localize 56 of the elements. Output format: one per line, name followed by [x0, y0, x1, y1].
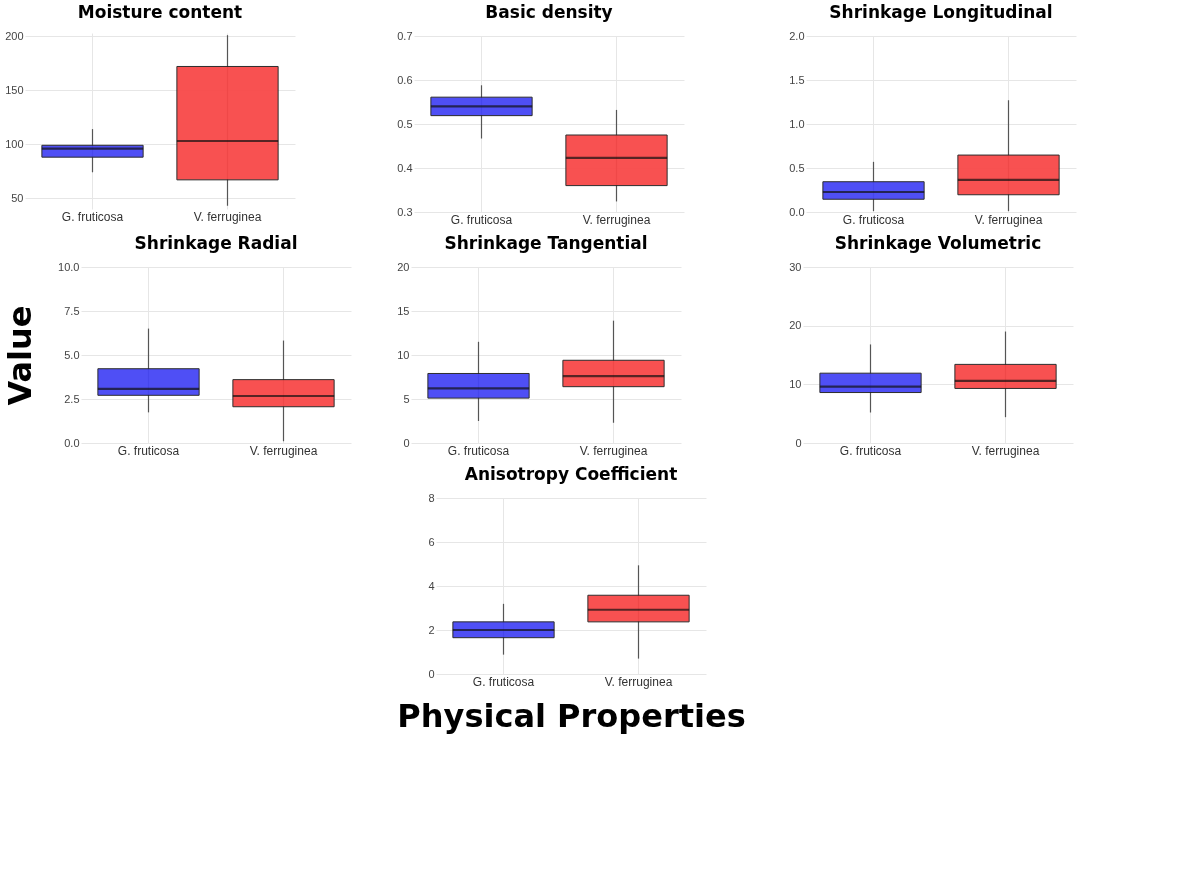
y-tick-label: 20	[397, 260, 410, 273]
x-tick-label: V. ferruginea	[974, 212, 1043, 227]
x-tick-label: G. fruticosa	[117, 443, 180, 458]
y-tick-label: 0	[428, 667, 435, 680]
y-tick-label: 1.0	[789, 117, 805, 130]
y-tick-label: 15	[397, 304, 410, 317]
y-tick-label: 0.7	[397, 29, 413, 42]
y-tick-label: 2.5	[64, 392, 80, 405]
x-tick-label: G. fruticosa	[472, 674, 535, 689]
x-tick-label: V. ferruginea	[582, 212, 651, 227]
chart-title: Basic density	[485, 2, 613, 22]
y-tick-label: 50	[11, 191, 24, 204]
y-tick-label: 100	[5, 137, 24, 150]
y-tick-label: 2.0	[789, 29, 805, 42]
y-tick-label: 0.3	[397, 205, 413, 218]
y-tick-label: 10	[397, 348, 410, 361]
y-tick-label: 6	[428, 535, 435, 548]
y-tick-label: 150	[5, 83, 24, 96]
chart-title: Moisture content	[77, 2, 243, 23]
y-tick-label: 2	[428, 623, 435, 636]
x-tick-label: V. ferruginea	[249, 443, 318, 458]
y-tick-label: 0	[795, 436, 802, 449]
y-tick-label: 0.4	[397, 161, 413, 174]
chart-title: Shrinkage Tangential	[444, 233, 648, 253]
y-tick-label: 200	[5, 29, 24, 42]
y-tick-label: 0.0	[789, 205, 805, 218]
y-tick-label: 7.5	[64, 304, 80, 317]
x-tick-label: V. ferruginea	[971, 443, 1040, 458]
chart-title: Shrinkage Radial	[134, 233, 298, 253]
chart-title: Shrinkage Longitudinal	[829, 2, 1053, 22]
x-tick-label: G. fruticosa	[61, 209, 124, 224]
y-tick-label: 10.0	[58, 260, 80, 273]
y-tick-label: 5.0	[64, 348, 80, 361]
y-axis-title: Value	[1, 305, 40, 406]
y-tick-label: 5	[403, 392, 410, 405]
y-tick-label: 0.6	[397, 73, 413, 86]
y-tick-label: 10	[789, 377, 802, 390]
y-tick-label: 30	[789, 260, 802, 273]
x-tick-label: G. fruticosa	[450, 212, 513, 227]
y-tick-label: 20	[789, 319, 802, 332]
y-tick-label: 0.5	[789, 161, 805, 174]
y-tick-label: 0.0	[64, 436, 80, 449]
chart-title: Shrinkage Volumetric	[834, 233, 1042, 253]
y-tick-label: 4	[428, 579, 435, 592]
x-tick-label: G. fruticosa	[447, 443, 510, 458]
y-tick-label: 0.5	[397, 117, 413, 130]
x-tick-label: V. ferruginea	[579, 443, 648, 458]
x-tick-label: G. fruticosa	[839, 443, 902, 458]
y-tick-label: 8	[428, 491, 435, 504]
y-tick-label: 1.5	[789, 73, 805, 86]
y-tick-label: 0	[403, 436, 410, 449]
chart-title: Anisotropy Coefficient	[464, 464, 678, 484]
x-tick-label: V. ferruginea	[193, 209, 262, 224]
x-tick-label: G. fruticosa	[842, 212, 905, 227]
x-tick-label: V. ferruginea	[604, 674, 673, 689]
x-axis-title: Physical Properties	[397, 696, 746, 735]
